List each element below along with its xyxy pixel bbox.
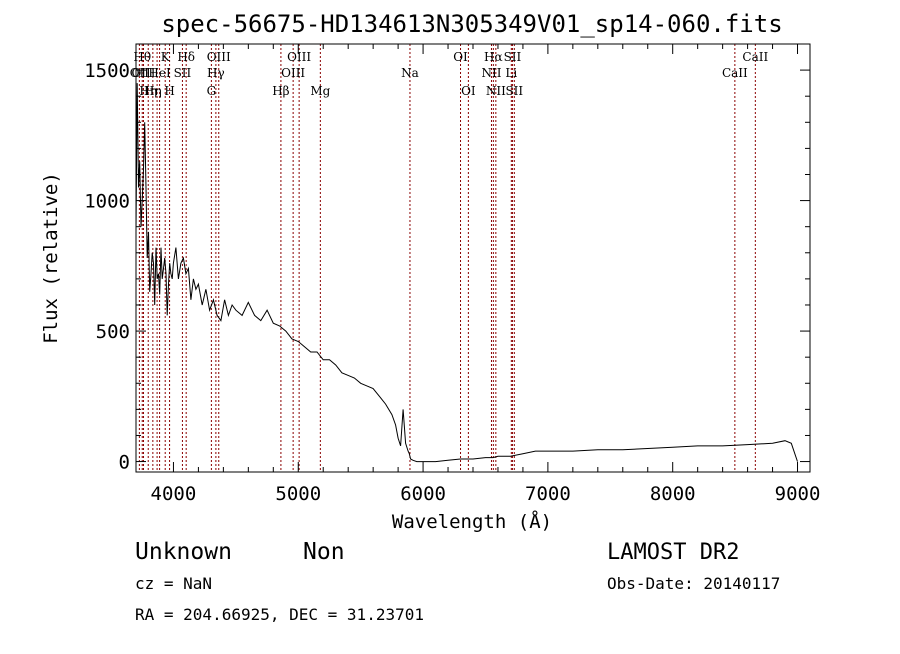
spectral-line-label: Mg (310, 84, 330, 98)
x-tick-label: 6000 (400, 483, 446, 505)
redshift-value: cz = NaN (135, 574, 212, 593)
coordinates: RA = 204.66925, DEC = 31.23701 (135, 605, 424, 624)
y-tick-label: 0 (119, 452, 130, 474)
chart-title: spec-56675-HD134613N305349V01_sp14-060.f… (161, 10, 782, 38)
spectral-line-label: Hη (144, 84, 162, 98)
spectral-line-label: CaII (722, 66, 748, 80)
spectral-line-label: NII (486, 84, 506, 98)
x-tick-label: 9000 (775, 483, 821, 505)
observation-date: Obs-Date: 20140117 (607, 574, 780, 593)
spectral-line-label: Hη (139, 84, 157, 98)
spectrum-series-line (135, 83, 798, 463)
spectral-line-markers (138, 44, 756, 472)
x-axis-label: Wavelength (Å) (392, 510, 552, 533)
spectral-line-label: OI (461, 84, 476, 98)
y-axis-ticks: 0 500 1000 1500 (84, 43, 810, 474)
y-tick-label: 500 (96, 321, 130, 343)
spectral-line-label: Hγ (207, 66, 225, 80)
x-tick-label: 5000 (275, 483, 321, 505)
spectral-line-label: H (164, 84, 174, 98)
spectral-line-label: SII (504, 50, 522, 64)
spectral-line-label: OI (453, 50, 468, 64)
spectral-line-label: SII (505, 84, 523, 98)
spectral-line-label: Na (401, 66, 419, 80)
spectral-line-label: Hβ (272, 84, 289, 98)
x-axis-ticks: 4000 5000 6000 7000 8000 9000 (151, 44, 821, 505)
object-subclass: Non (303, 539, 345, 565)
spectral-line-label: OIII (287, 50, 311, 64)
spectral-line-label: OIII (207, 50, 231, 64)
spectral-line-labels: OIIHθOIIIHηHηHeIKHSIIHδGHγOIIIHβOIIIOIII… (130, 50, 769, 98)
spectral-line-label: Hθ (133, 50, 151, 64)
y-tick-label: 1000 (84, 191, 130, 213)
spectral-line-label: SII (174, 66, 192, 80)
spectral-line-label: Hα (484, 50, 503, 64)
spectral-line-label: NII (481, 66, 501, 80)
plot-frame (135, 43, 811, 473)
spectral-line-label: G (207, 84, 217, 98)
survey-name: LAMOST DR2 (607, 540, 739, 565)
spectral-line-label: CaII (742, 50, 768, 64)
y-axis-label: Flux (relative) (40, 172, 62, 344)
x-tick-label: 4000 (151, 483, 197, 505)
x-tick-label: 8000 (650, 483, 696, 505)
spectral-line-label: Hδ (177, 50, 195, 64)
spectral-line-label: OIII (131, 66, 155, 80)
object-class: Unknown (135, 539, 232, 565)
spectral-line-label: K (161, 50, 171, 64)
spectral-line-label: OIII (281, 66, 305, 80)
spectral-line-label: HeI (148, 66, 171, 80)
spectral-line-label: OII (130, 66, 150, 80)
y-tick-label: 1500 (84, 60, 130, 82)
x-tick-label: 7000 (525, 483, 571, 505)
spectral-line-label: Li (505, 66, 517, 80)
